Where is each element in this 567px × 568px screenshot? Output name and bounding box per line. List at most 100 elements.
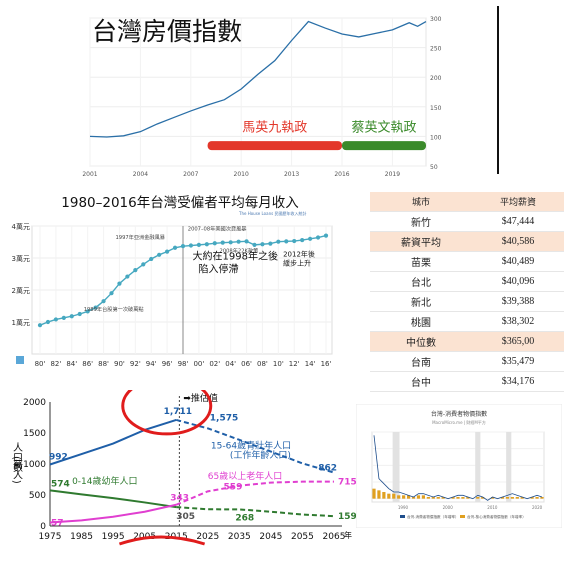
data-label: 992 bbox=[49, 452, 68, 462]
x-tick-label: 98' bbox=[178, 360, 189, 368]
data-point bbox=[244, 239, 249, 244]
data-point bbox=[125, 274, 130, 279]
data-point bbox=[85, 309, 90, 314]
data-point bbox=[133, 268, 138, 273]
annotation: 1997年亞洲金融風暴 bbox=[115, 233, 165, 241]
x-tick-label: 2010 bbox=[487, 505, 498, 510]
annotation: 1989年台股第一次破萬點 bbox=[84, 305, 144, 313]
data-point bbox=[260, 242, 265, 247]
table-cell: $35,479 bbox=[472, 351, 564, 372]
y-tick-label: 4萬元 bbox=[12, 222, 30, 231]
bar bbox=[431, 497, 435, 499]
y-tick-label: 200 bbox=[430, 75, 442, 82]
data-point bbox=[165, 249, 170, 254]
series-line bbox=[49, 418, 177, 466]
y-tick-label: 0 bbox=[40, 522, 46, 532]
data-point bbox=[77, 311, 82, 317]
annotation: 2012年後 bbox=[283, 249, 315, 258]
data-point bbox=[284, 239, 289, 244]
corner-marker bbox=[16, 356, 24, 364]
bar bbox=[387, 493, 391, 499]
table-row: 薪資平均 $40,586 bbox=[370, 231, 564, 252]
data-label: 343 bbox=[170, 494, 189, 504]
legend-swatch bbox=[460, 515, 465, 518]
x-tick-label: 88' bbox=[98, 360, 109, 368]
divider-line bbox=[497, 6, 499, 174]
data-point bbox=[300, 237, 305, 243]
y-tick-label: 3萬元 bbox=[12, 254, 30, 263]
legend-label: 台灣-核心消費者物價指數（年增率） bbox=[467, 514, 526, 519]
y-tick-label: 150 bbox=[430, 105, 442, 112]
y-tick-label: 1萬元 bbox=[12, 318, 30, 327]
x-tick-label: 82' bbox=[50, 360, 61, 368]
x-tick-label: 2035 bbox=[228, 532, 251, 542]
x-tick-label: 02' bbox=[209, 360, 220, 368]
cpi-chart: 台灣-消費者物價指數 MacroMicro.me | 財經M平方 1990 200… bbox=[355, 403, 563, 529]
bar bbox=[382, 492, 386, 499]
data-label: 57 bbox=[51, 518, 64, 528]
table-cell: $40,489 bbox=[472, 251, 564, 272]
bar bbox=[402, 495, 406, 499]
data-point bbox=[220, 240, 225, 245]
series-line bbox=[89, 20, 427, 138]
x-tick-label: 2025 bbox=[196, 532, 219, 542]
x-tick-label: 10' bbox=[273, 360, 284, 368]
x-tick-label: 94' bbox=[146, 360, 157, 368]
x-tick-label: 84' bbox=[66, 360, 77, 368]
data-point bbox=[149, 256, 154, 262]
annotation: 緩步上升 bbox=[283, 258, 311, 267]
table-row: 台南 $35,479 bbox=[370, 351, 564, 372]
x-tick-label: 1985 bbox=[70, 532, 93, 542]
x-tick-label: 04' bbox=[225, 360, 236, 368]
x-tick-label: 12' bbox=[289, 360, 300, 368]
bar bbox=[421, 495, 426, 499]
data-point bbox=[101, 299, 106, 304]
data-point bbox=[141, 262, 146, 267]
x-tick-label: 1975 bbox=[39, 532, 62, 542]
bar bbox=[500, 497, 505, 499]
data-point bbox=[268, 241, 273, 246]
x-tick-label: 2045 bbox=[259, 532, 282, 542]
x-tick-label: 2013 bbox=[284, 171, 299, 178]
x-tick-label: 2020 bbox=[532, 505, 543, 510]
y-tick-label: 1500 bbox=[23, 429, 46, 439]
table-cell: 新竹 bbox=[370, 211, 473, 232]
table-cell: 台北 bbox=[370, 271, 473, 292]
table-cell: $39,388 bbox=[472, 291, 564, 312]
table-cell: $40,586 bbox=[472, 231, 564, 252]
x-tick-label: 80' bbox=[35, 360, 46, 368]
bar bbox=[372, 488, 376, 499]
population-chart: ➡推估值 人口數 (萬人) 年 2000 1500 1000 500 0 1975 1985 19… bbox=[4, 376, 357, 564]
bar bbox=[411, 497, 416, 499]
x-tick-label: 08' bbox=[257, 360, 268, 368]
data-label: 862 bbox=[318, 464, 337, 474]
legend-swatch bbox=[400, 515, 405, 518]
legend-label: 台灣-消費者物價指數（年增率） bbox=[407, 514, 459, 519]
data-label: 268 bbox=[235, 513, 254, 523]
chart-subtitle: MacroMicro.me | 財經M平方 bbox=[432, 419, 486, 425]
bar bbox=[377, 490, 381, 499]
data-point bbox=[292, 238, 297, 244]
data-point bbox=[61, 315, 66, 320]
table-cell: $365,00 bbox=[472, 331, 564, 352]
data-point bbox=[188, 243, 194, 248]
data-point bbox=[276, 239, 281, 244]
x-tick-label: 06' bbox=[241, 360, 252, 368]
data-point bbox=[117, 281, 122, 286]
bar bbox=[416, 495, 421, 499]
housing-index-svg: 300 250 200 150 100 50 2001 2004 2007 2010 2013 20… bbox=[82, 16, 442, 178]
table-cell: 中位數 bbox=[370, 331, 473, 352]
series-label: 15-64歲青壯年人口 bbox=[211, 440, 291, 452]
x-tick-label: 2019 bbox=[385, 171, 400, 178]
x-tick-label: 2065 bbox=[323, 532, 346, 542]
data-point bbox=[45, 319, 51, 325]
term-bar bbox=[342, 141, 426, 151]
data-point bbox=[315, 235, 321, 240]
series-label: 0-14歲幼年人口 bbox=[72, 475, 137, 487]
bar bbox=[426, 497, 430, 499]
table-row: 新竹 $47,444 bbox=[370, 211, 564, 232]
bar bbox=[505, 497, 510, 499]
income-chart: 1980–2016年台灣受僱者平均每月收入 The House Loans 民國… bbox=[4, 188, 356, 374]
x-tick-label: 2001 bbox=[82, 171, 97, 178]
y-tick-label: 1000 bbox=[23, 460, 46, 470]
